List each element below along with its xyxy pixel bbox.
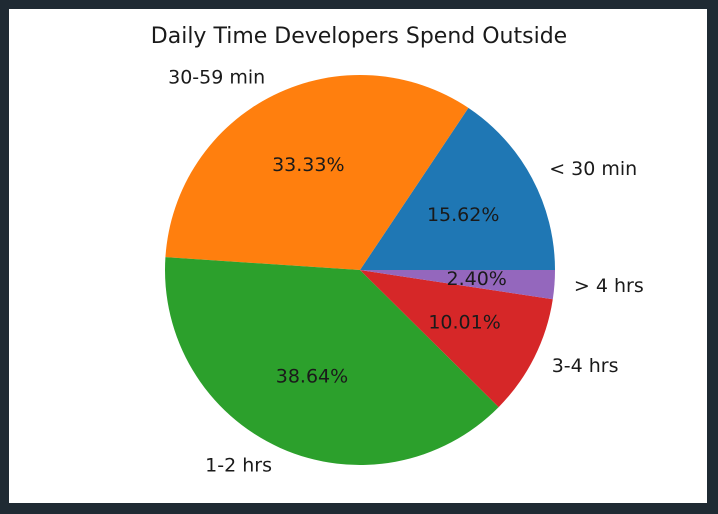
chart-title: Daily Time Developers Spend Outside	[151, 24, 567, 49]
pie-slice-1-2-hrs	[165, 257, 499, 465]
pie-value-label-4-hrs: 2.40%	[446, 268, 506, 290]
pie-category-label-3-4-hrs: 3-4 hrs	[552, 355, 619, 377]
pie-category-label-4-hrs: > 4 hrs	[574, 275, 644, 297]
pie-slice-4-hrs	[360, 270, 555, 300]
pie-value-label-3-4-hrs: 10.01%	[428, 311, 500, 333]
pie-value-label-30-59-min: 33.33%	[272, 154, 344, 176]
pie-category-label-30-min: < 30 min	[549, 158, 637, 180]
pie-value-label-1-2-hrs: 38.64%	[276, 366, 348, 388]
pie-slice-30-59-min	[165, 75, 469, 270]
pie-category-label-30-59-min: 30-59 min	[168, 67, 265, 89]
pie-slice-30-min	[360, 107, 555, 271]
pie-category-label-1-2-hrs: 1-2 hrs	[205, 455, 272, 477]
pie-labels: 15.62% < 30 min 33.33% 30-59 min 38.64% 1-2 h…	[168, 67, 644, 477]
pie-slice-3-4-hrs	[360, 270, 553, 408]
pie-value-label-30-min: 15.62%	[427, 204, 499, 226]
pie-slices	[165, 75, 555, 465]
